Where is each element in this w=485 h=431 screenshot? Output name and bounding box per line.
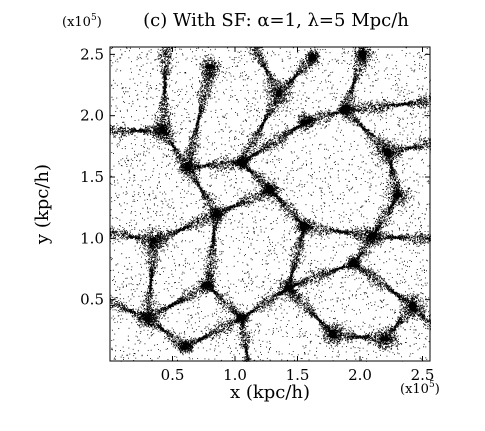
x-tick-label: 1.5 <box>286 366 310 384</box>
halo-marker <box>341 105 349 115</box>
halo-marker <box>284 283 291 291</box>
halo-marker <box>299 221 308 231</box>
halo-marker <box>236 159 247 165</box>
halo-marker <box>367 233 378 239</box>
particle-field <box>110 47 431 362</box>
plot-area: 0.5 1.0 1.5 2.0 2.5 0.5 1.0 1.5 2.0 2.5 <box>80 45 434 384</box>
halo-marker <box>159 126 166 134</box>
halo-marker <box>266 184 274 194</box>
halo-marker <box>392 192 403 198</box>
halo-marker <box>380 336 390 342</box>
x-tick-label: 0.5 <box>161 366 185 384</box>
halo-marker <box>202 282 213 288</box>
halo-layer <box>144 49 417 350</box>
x-axis-multiplier: (x105) <box>400 380 440 397</box>
x-tick-label: 2.5 <box>411 366 435 384</box>
halo-marker <box>205 64 215 70</box>
halo-marker <box>144 314 151 322</box>
halo-marker <box>150 237 157 245</box>
halo-marker <box>358 49 367 59</box>
halo-marker <box>309 53 316 61</box>
x-axis-ticks: 0.5 1.0 1.5 2.0 2.5 <box>161 47 435 384</box>
y-tick-label: 0.5 <box>80 291 104 309</box>
halo-marker <box>349 258 358 268</box>
y-axis-label: y (kpc/h) <box>32 164 53 245</box>
y-axis-ticks: 0.5 1.0 1.5 2.0 2.5 <box>80 45 430 309</box>
halo-marker <box>182 342 188 350</box>
halo-marker <box>184 163 191 171</box>
plot-frame <box>109 46 431 362</box>
y-axis-multiplier: (x105) <box>62 13 102 30</box>
halo-marker <box>408 301 417 311</box>
x-tick-label: 1.0 <box>223 366 247 384</box>
y-tick-label: 2.5 <box>80 45 104 63</box>
halo-marker <box>383 147 392 157</box>
halo-marker <box>300 119 310 125</box>
y-tick-label: 1.5 <box>80 168 104 186</box>
halo-marker <box>236 315 247 321</box>
x-axis-label: x (kpc/h) <box>230 382 310 403</box>
chart-title: (c) With SF: α=1, λ=5 Mpc/h <box>143 10 409 31</box>
y-tick-label: 2.0 <box>80 107 104 125</box>
particle-points <box>110 47 431 362</box>
y-tick-label: 1.0 <box>80 229 104 247</box>
halo-marker <box>275 90 282 98</box>
halo-marker <box>213 210 220 218</box>
halo-marker <box>328 329 337 339</box>
x-tick-label: 2.0 <box>348 366 372 384</box>
